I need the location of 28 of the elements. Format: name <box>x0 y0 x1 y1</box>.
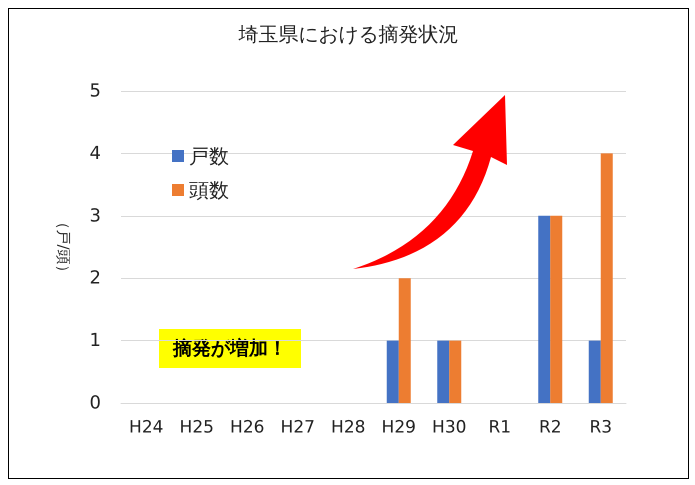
bar <box>600 153 613 403</box>
x-tick-label: H24 <box>129 418 164 438</box>
x-tick-label: H29 <box>382 418 416 438</box>
x-tick-label: H25 <box>180 418 214 438</box>
x-tick-label: R3 <box>589 418 612 438</box>
bar <box>538 216 550 403</box>
legend-label: 戸数 <box>189 144 229 168</box>
y-tick-label: 0 <box>90 392 101 414</box>
x-tick-label: R1 <box>488 418 512 438</box>
bar <box>398 278 411 403</box>
x-tick-label: H27 <box>280 418 315 438</box>
y-axis-title: （戸/頭） <box>54 214 72 280</box>
y-tick-label: 1 <box>90 330 101 352</box>
y-tick-label: 5 <box>90 80 101 102</box>
chart-title: 埼玉県における摘発状況 <box>238 22 458 46</box>
bar <box>449 340 462 403</box>
bar <box>437 340 450 403</box>
x-tick-label: R2 <box>538 418 562 438</box>
x-tick-label: H26 <box>230 418 264 438</box>
legend-label: 頭数 <box>189 178 229 202</box>
x-tick-label: H30 <box>432 418 466 438</box>
bar <box>588 340 601 403</box>
y-tick-label: 4 <box>90 142 101 164</box>
x-tick-label: H28 <box>331 418 366 438</box>
bar <box>386 340 399 403</box>
y-tick-label: 2 <box>90 268 101 289</box>
y-tick-label: 3 <box>90 205 101 226</box>
bar <box>550 216 562 403</box>
